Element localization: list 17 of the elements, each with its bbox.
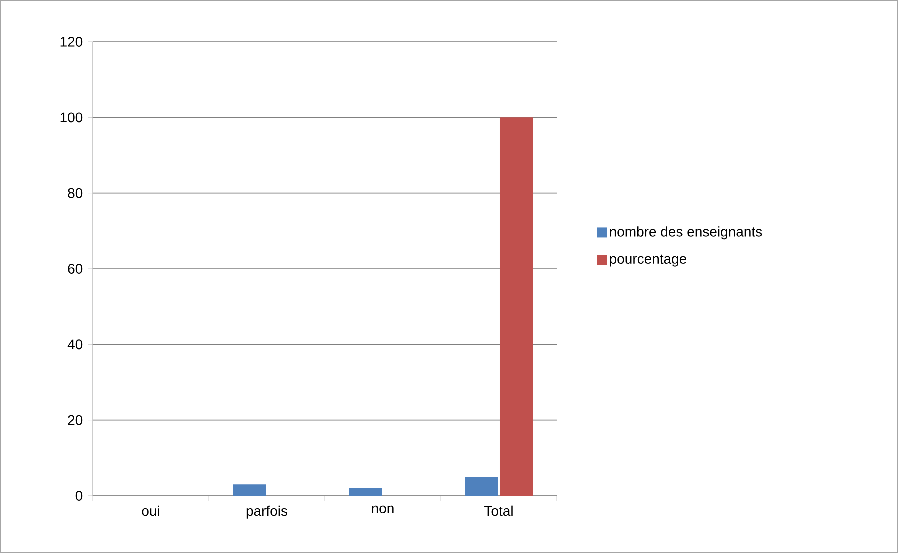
x-tick-label: non (372, 506, 394, 514)
y-tick-label: 100 (60, 112, 83, 123)
x-tick-label: parfois (246, 506, 288, 519)
bar (465, 477, 498, 496)
y-tick-label: 0 (76, 491, 83, 501)
y-tick-label: 60 (68, 264, 83, 274)
bar (233, 484, 266, 496)
y-tick-label: 120 (60, 37, 83, 47)
x-tick-label: oui (142, 506, 160, 516)
legend-label: pourcentage (610, 254, 687, 267)
bar (349, 488, 382, 496)
bar (500, 118, 533, 496)
y-tick-label: 40 (68, 340, 83, 350)
y-tick-label: 20 (68, 415, 83, 426)
y-tick-label: 80 (68, 188, 83, 198)
x-tick-label: Total (484, 506, 513, 516)
legend-label: nombre des enseignants (610, 226, 762, 240)
